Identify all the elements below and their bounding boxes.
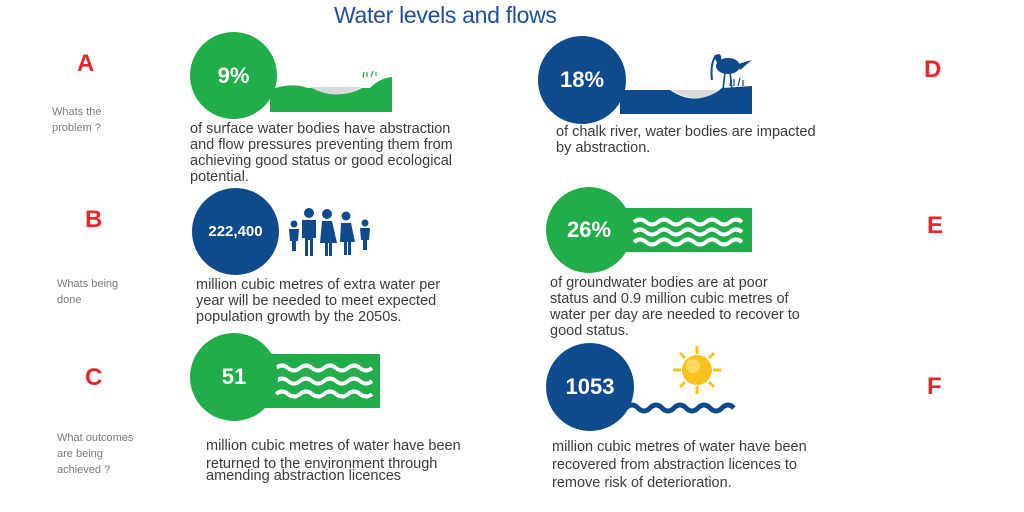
page-title-text: Water levels and flows: [334, 2, 557, 28]
side-label-line: are being: [57, 448, 103, 460]
water-waves-icon: [262, 354, 380, 408]
desc-b: million cubic metres of extra water per …: [196, 277, 440, 325]
side-label-line: done: [57, 294, 82, 306]
side-label-problem: Whats the problem ?: [52, 104, 102, 136]
desc-line: by abstraction.: [556, 140, 651, 156]
stat-value-b: 222,400: [208, 223, 263, 240]
water-waves-icon: [620, 208, 752, 252]
stat-value-a: 9%: [217, 62, 250, 88]
desc-line: million cubic metres of water have been: [206, 438, 461, 454]
stat-value-d: 18%: [559, 67, 605, 92]
side-label-outcomes: What outcomes are being achieved ?: [57, 430, 133, 478]
desc-line: of groundwater bodies are at poor: [550, 275, 768, 291]
desc-line: of surface water bodies have abstraction: [190, 121, 451, 137]
side-label-line: Whats being: [57, 278, 119, 290]
side-label-line: Whats the: [52, 106, 102, 118]
landscape-lake-icon: [270, 70, 392, 112]
desc-line: recovered from abstraction licences to: [552, 457, 797, 473]
stat-circle-c: 51: [190, 333, 278, 421]
row-letter-b: B: [85, 206, 103, 233]
desc-line: and flow pressures preventing them from: [190, 137, 453, 153]
wading-bird-riverbank-icon: [620, 54, 752, 114]
sun-icon: [673, 346, 721, 394]
stat-value-f: 1053: [565, 374, 615, 399]
desc-line: million cubic metres of water have been: [552, 439, 807, 455]
stat-value-e: 26%: [566, 217, 612, 242]
stat-circle-d: 18%: [538, 36, 626, 124]
desc-a: of surface water bodies have abstraction…: [190, 121, 453, 185]
stat-value-c: 51: [221, 364, 247, 389]
desc-e: of groundwater bodies are at poor status…: [550, 275, 800, 339]
desc-line: amending abstraction licences: [206, 468, 402, 484]
stat-circle-b: 222,400: [192, 188, 279, 275]
row-letter-f: F: [927, 373, 942, 400]
desc-line: of chalk river, water bodies are impacte…: [556, 124, 816, 140]
desc-line: status and 0.9 million cubic metres of: [550, 291, 789, 307]
desc-line: achieving good status or good ecological: [190, 153, 452, 169]
desc-c: million cubic metres of water have been …: [206, 438, 461, 484]
side-label-line: What outcomes: [57, 432, 134, 444]
desc-line: remove risk of deterioration.: [552, 475, 732, 491]
stat-circle-f: 1053: [546, 343, 634, 431]
desc-line: water per day are needed to recover to: [550, 307, 800, 323]
desc-d: of chalk river, water bodies are impacte…: [556, 124, 816, 156]
side-label-line: achieved ?: [57, 464, 111, 476]
row-letter-c: C: [85, 364, 103, 391]
row-letter-d: D: [924, 56, 942, 83]
sun-and-wave-icon: [624, 346, 736, 414]
people-group-icon: [289, 208, 370, 256]
row-letter-e: E: [927, 212, 944, 239]
desc-f: million cubic metres of water have been …: [552, 438, 807, 492]
stat-circle-e: 26%: [546, 187, 632, 273]
desc-line: good status.: [550, 323, 629, 339]
row-letter-a: A: [77, 50, 95, 77]
desc-line: year will be needed to meet expected: [196, 293, 437, 309]
desc-line: population growth by the 2050s.: [196, 309, 402, 325]
desc-line: returned to the environment through: [206, 456, 438, 472]
side-label-line: problem ?: [52, 122, 101, 134]
desc-line: potential.: [190, 169, 249, 185]
desc-line: million cubic metres of extra water per: [196, 277, 441, 293]
stat-circle-a: 9%: [190, 32, 277, 119]
side-label-being-done: Whats being done: [57, 276, 118, 308]
